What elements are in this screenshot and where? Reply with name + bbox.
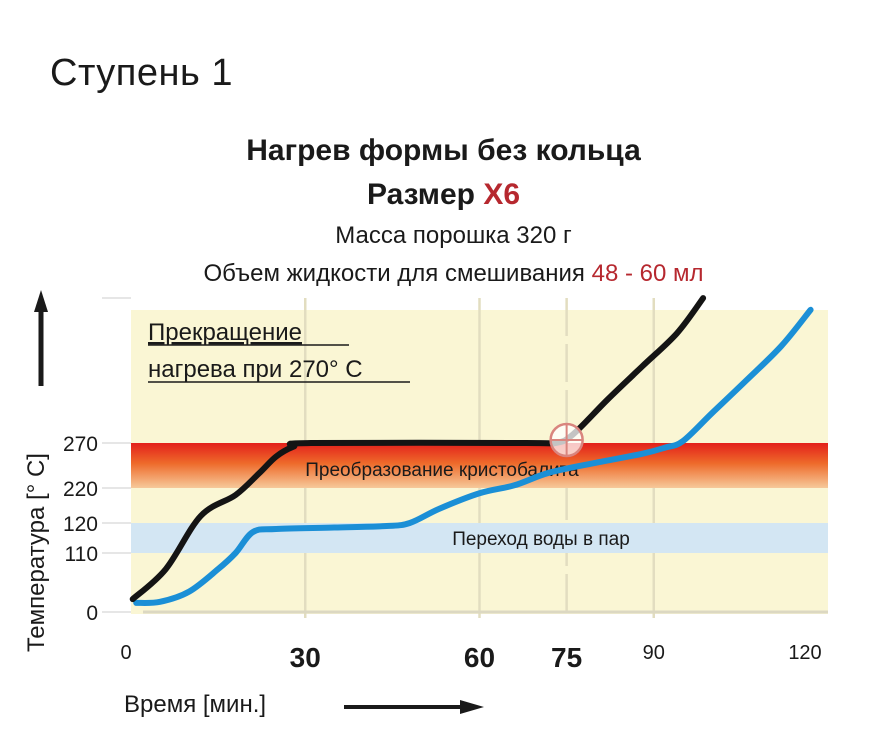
band-cristobalite <box>131 443 828 488</box>
y-tick-label: 270 <box>63 433 98 456</box>
band-labels: Преобразование кристобалита Переход воды… <box>305 460 630 550</box>
series-blue-line <box>133 306 814 606</box>
y-tick-label: 220 <box>63 478 98 501</box>
marker <box>549 422 584 458</box>
y-tick-label: 0 <box>86 602 98 625</box>
band-label-cristobalite: Преобразование кристобалита <box>305 460 579 481</box>
liquid-value: 48 - 60 мл <box>591 260 704 287</box>
size-value: X6 <box>483 178 521 211</box>
y-tick-label: 110 <box>65 543 98 566</box>
series-black-line <box>129 295 707 603</box>
series <box>129 295 814 606</box>
powder-mass: Масса порошка 320 г <box>335 222 572 249</box>
annotation-line1: Прекращение <box>148 319 302 346</box>
x-tick-label: 120 <box>788 642 821 664</box>
band-label-water: Переход воды в пар <box>452 529 630 550</box>
y-axis-arrow-icon <box>34 290 48 386</box>
annotation: Прекращение нагрева при 270° C <box>148 319 410 383</box>
liquid-prefix: Объем жидкости для смешивания <box>203 260 592 287</box>
step-title: Ступень 1 <box>50 52 233 94</box>
size-prefix: Размер <box>366 178 484 211</box>
annotation-line2: нагрева при 270° C <box>148 356 363 383</box>
y-tick-label: 120 <box>63 513 98 536</box>
chart-title: Нагрев формы без кольца <box>246 134 641 167</box>
y-axis-label: Температура [° C] <box>23 453 50 652</box>
x-axis-label: Время [мин.] <box>124 691 266 718</box>
x-tick-label: 60 <box>464 642 495 673</box>
size-title: Размер X6 <box>0 178 887 212</box>
bands <box>131 443 828 553</box>
x-axis-arrow-icon <box>344 700 484 714</box>
liquid-volume: Объем жидкости для смешивания 48 - 60 мл <box>10 260 887 288</box>
x-tick-label: 0 <box>120 642 131 664</box>
x-tick-label: 90 <box>643 642 665 664</box>
x-tick-label: 75 <box>551 642 582 673</box>
x-tick-label: 30 <box>290 642 321 673</box>
y-tick-labels: 0 110 120 220 270 <box>63 433 98 625</box>
x-tick-labels: 0 30 60 75 90 120 <box>120 642 821 673</box>
